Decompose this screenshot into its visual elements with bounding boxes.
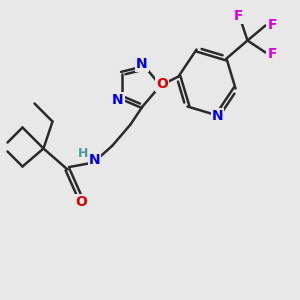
Text: F: F	[267, 47, 277, 61]
Text: F: F	[267, 18, 277, 32]
Text: N: N	[212, 109, 223, 123]
Text: O: O	[75, 196, 87, 209]
Text: N: N	[136, 57, 148, 71]
Text: N: N	[112, 93, 124, 107]
Text: H: H	[78, 147, 88, 161]
Text: F: F	[234, 9, 243, 23]
Text: O: O	[156, 77, 168, 91]
Text: N: N	[89, 154, 100, 167]
